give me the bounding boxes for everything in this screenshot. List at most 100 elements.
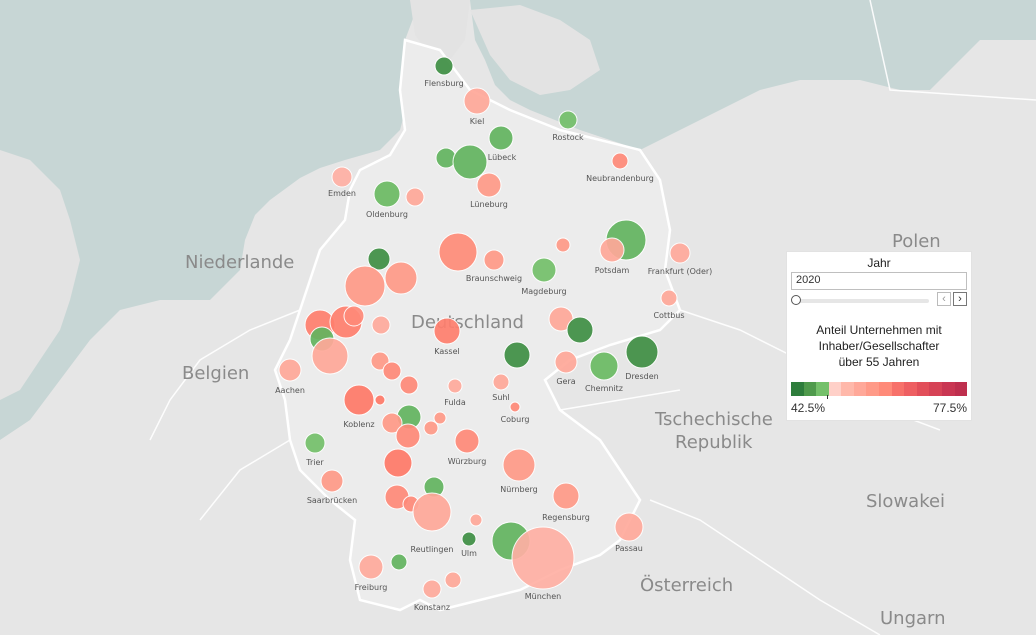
baltic-sea: [470, 0, 1036, 150]
region-circle[interactable]: [444, 571, 462, 589]
city-label: Magdeburg: [521, 287, 566, 296]
city-label: Gera: [556, 377, 575, 386]
region-circle[interactable]: [433, 411, 447, 425]
region-circle[interactable]: [344, 265, 386, 307]
region-circle[interactable]: [566, 316, 594, 344]
city-circle[interactable]: [433, 317, 461, 345]
city-circle[interactable]: [476, 172, 502, 198]
city-circle[interactable]: [625, 335, 659, 369]
city-label: Saarbrücken: [307, 496, 357, 505]
label-ungarn: Ungarn: [880, 608, 946, 629]
city-circle[interactable]: [660, 289, 678, 307]
city-circle[interactable]: [599, 237, 625, 263]
region-circle[interactable]: [390, 553, 408, 571]
next-year-button[interactable]: ›: [953, 292, 967, 306]
region-circle[interactable]: [395, 423, 421, 449]
legend-color-step: [941, 382, 955, 396]
city-circle[interactable]: [452, 144, 488, 180]
legend-max-value: 77.5%: [932, 401, 967, 415]
year-title: Jahr: [867, 256, 891, 270]
city-circle[interactable]: [531, 257, 557, 283]
legend-title: Anteil Unternehmen mit Inhaber/Gesellsch…: [787, 322, 971, 370]
city-circle[interactable]: [320, 469, 344, 493]
city-circle[interactable]: [373, 180, 401, 208]
city-circle[interactable]: [412, 492, 452, 532]
city-circle[interactable]: [358, 554, 384, 580]
city-circle[interactable]: [509, 401, 521, 413]
region-circle[interactable]: [371, 315, 391, 335]
legend-min-value: 42.5%: [791, 401, 826, 415]
city-label: Lüneburg: [470, 200, 508, 209]
city-circle[interactable]: [502, 448, 536, 482]
city-label: Reutlingen: [411, 545, 454, 554]
region-circle[interactable]: [343, 305, 365, 327]
region-circle[interactable]: [384, 261, 418, 295]
city-circle[interactable]: [434, 56, 454, 76]
region-circle[interactable]: [483, 249, 505, 271]
city-label: Emden: [328, 189, 356, 198]
city-label: Rostock: [552, 133, 584, 142]
label-belgien: Belgien: [182, 363, 249, 384]
city-circle[interactable]: [422, 579, 442, 599]
north-sea: [0, 0, 420, 440]
city-label: Coburg: [501, 415, 530, 424]
city-circle[interactable]: [611, 152, 629, 170]
label-tschechische: Tschechische: [654, 409, 773, 430]
previous-year-button[interactable]: ‹: [937, 292, 951, 306]
year-input[interactable]: 2020: [791, 272, 967, 290]
region-circle[interactable]: [405, 187, 425, 207]
city-label: München: [525, 592, 562, 601]
city-circle[interactable]: [463, 87, 491, 115]
city-circle[interactable]: [331, 166, 353, 188]
city-circle[interactable]: [558, 110, 578, 130]
legend-color-step: [816, 382, 829, 396]
region-circle[interactable]: [367, 247, 391, 271]
city-label: Konstanz: [414, 603, 450, 612]
city-label: Frankfurt (Oder): [648, 267, 713, 276]
chevron-left-icon: ‹: [942, 293, 946, 305]
city-circle[interactable]: [552, 482, 580, 510]
city-circle[interactable]: [278, 358, 302, 382]
city-circle[interactable]: [454, 428, 480, 454]
label-deutschland: Deutschland: [411, 312, 524, 333]
city-circle[interactable]: [511, 526, 575, 590]
legend-color-step: [954, 382, 968, 396]
city-label: Braunschweig: [466, 274, 522, 283]
city-label: Ulm: [461, 549, 477, 558]
region-circle[interactable]: [381, 412, 403, 434]
filter-legend-panel: Jahr 2020 ‹ › Anteil Unternehmen mit Inh…: [786, 251, 972, 421]
city-circle[interactable]: [669, 242, 691, 264]
city-circle[interactable]: [589, 351, 619, 381]
city-circle[interactable]: [461, 531, 477, 547]
city-label: Chemnitz: [585, 384, 623, 393]
region-circle[interactable]: [374, 394, 386, 406]
region-circle[interactable]: [383, 448, 413, 478]
city-circle[interactable]: [447, 378, 463, 394]
region-circles[interactable]: [278, 56, 691, 599]
year-slider-thumb[interactable]: [791, 295, 801, 305]
city-circle[interactable]: [554, 350, 578, 374]
city-label: Trier: [305, 458, 324, 467]
region-circle[interactable]: [311, 337, 349, 375]
region-circle[interactable]: [399, 375, 419, 395]
label-polen: Polen: [892, 231, 941, 252]
city-label: Cottbus: [653, 311, 684, 320]
city-circle[interactable]: [614, 512, 644, 542]
region-circle[interactable]: [423, 420, 439, 436]
year-slider-track[interactable]: [795, 299, 929, 303]
region-circle[interactable]: [382, 361, 402, 381]
legend-color-step: [841, 382, 854, 396]
city-circle[interactable]: [343, 384, 375, 416]
region-circle[interactable]: [503, 341, 531, 369]
region-circle[interactable]: [469, 513, 483, 527]
city-circle[interactable]: [438, 232, 478, 272]
city-circle[interactable]: [492, 373, 510, 391]
city-label: Aachen: [275, 386, 305, 395]
label-republik: Republik: [675, 432, 753, 453]
city-circle[interactable]: [304, 432, 326, 454]
legend-color-step: [866, 382, 880, 396]
city-label: Suhl: [492, 393, 509, 402]
region-circle[interactable]: [488, 125, 514, 151]
region-circle[interactable]: [555, 237, 571, 253]
